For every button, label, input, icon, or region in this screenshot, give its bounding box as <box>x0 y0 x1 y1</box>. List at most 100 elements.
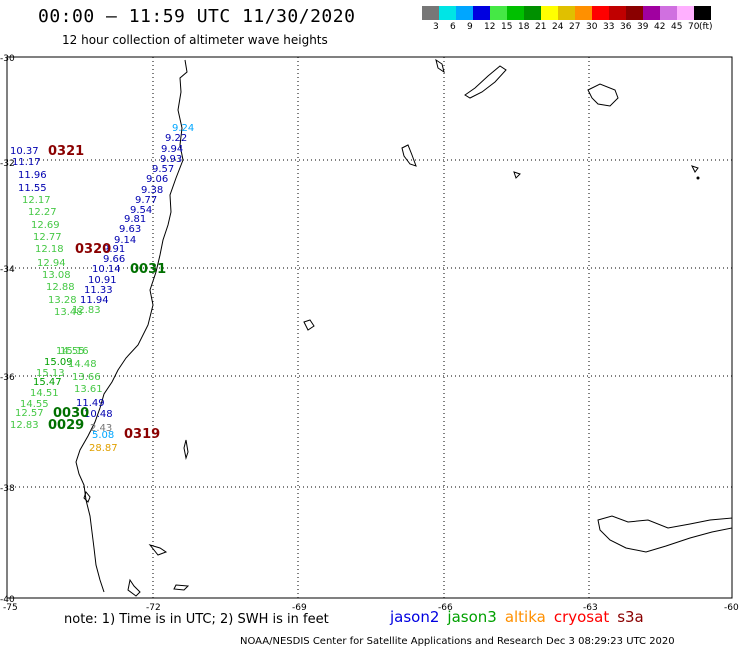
colorbar-label: 42 <box>654 22 666 32</box>
wave-height-label: 5.08 <box>92 430 114 441</box>
wave-height-label: 9.66 <box>103 254 125 265</box>
colorbar-label: 3 <box>433 22 439 32</box>
lon-label: -60 <box>724 603 739 613</box>
wave-height-label: 15.09 <box>44 357 73 368</box>
lon-label: -69 <box>292 603 307 613</box>
wave-height-label: 9.81 <box>124 214 146 225</box>
legend-item-cryosat: cryosat <box>553 608 610 626</box>
colorbar-swatch <box>626 6 643 20</box>
lon-label: -63 <box>583 603 598 613</box>
colorbar-label: 12 <box>484 22 496 32</box>
wave-height-label: 12.27 <box>28 207 57 218</box>
wave-height-label: 14.51 <box>30 388 59 399</box>
colorbar-label: 33 <box>603 22 615 32</box>
wave-height-label: 12.94 <box>37 258 66 269</box>
credit-line: NOAA/NESDIS Center for Satellite Applica… <box>240 636 675 647</box>
wave-height-label: 11.17 <box>12 157 41 168</box>
colorbar-swatch <box>490 6 507 20</box>
wave-height-label: 12.57 <box>15 408 44 419</box>
wave-height-label: 9.54 <box>130 205 152 216</box>
colorbar-label: (ft) <box>699 22 713 32</box>
wave-height-label: 11.33 <box>84 285 113 296</box>
wave-height-label: 14.48 <box>68 359 97 370</box>
island <box>401 144 417 167</box>
pass-time-label: 0320 <box>75 242 111 257</box>
lon-label: -72 <box>146 603 161 613</box>
footer-note: note: 1) Time is in UTC; 2) SWH is in fe… <box>64 612 329 627</box>
island <box>597 515 733 553</box>
colorbar-swatch <box>456 6 473 20</box>
wave-height-label: 12.77 <box>33 232 62 243</box>
wave-height-label: 12.83 <box>72 305 101 316</box>
colorbar-label: 9 <box>467 22 473 32</box>
legend-item-s3a: s3a <box>617 608 644 626</box>
colorbar-label: 36 <box>620 22 632 32</box>
colorbar-swatch <box>677 6 694 20</box>
page-title: 00:00 — 11:59 UTC 11/30/2020 <box>38 6 356 27</box>
wave-height-label: 12.18 <box>35 244 64 255</box>
wave-height-label: 11.94 <box>80 295 109 306</box>
wave-height-label: 9.24 <box>172 123 194 134</box>
wave-height-label: 12.88 <box>46 282 75 293</box>
island <box>183 439 189 460</box>
wave-height-label: 9.57 <box>152 164 174 175</box>
colorbar-label: 18 <box>518 22 530 32</box>
wave-height-label: 9.14 <box>114 235 136 246</box>
lat-label: -34 <box>0 265 15 275</box>
wave-height-label: 9.77 <box>135 195 157 206</box>
island <box>691 165 699 173</box>
colorbar-label: 45 <box>671 22 683 32</box>
wave-height-label: 13.28 <box>48 295 77 306</box>
island <box>303 319 315 331</box>
wave-height-label: 15.47 <box>33 377 62 388</box>
wave-height-label: 13.66 <box>72 372 101 383</box>
island <box>148 544 168 556</box>
legend-item-altika: altika <box>504 608 546 626</box>
wave-height-label: 13.48 <box>54 307 83 318</box>
lat-label: -36 <box>0 373 15 383</box>
island <box>173 584 190 591</box>
satellite-legend: jason2 jason3 altika cryosat s3a <box>390 608 644 626</box>
wave-height-label: 9.93 <box>160 154 182 165</box>
lat-label: -32 <box>0 159 15 169</box>
island <box>513 171 521 179</box>
colorbar <box>422 6 711 20</box>
colorbar-label: 6 <box>450 22 456 32</box>
lat-label: -30 <box>0 54 15 64</box>
wave-height-label: 15.13 <box>36 368 65 379</box>
wave-height-label: 9.94 <box>161 144 183 155</box>
colorbar-swatch <box>558 6 575 20</box>
page-subtitle: 12 hour collection of altimeter wave hei… <box>62 33 328 47</box>
colorbar-swatch <box>422 6 439 20</box>
island <box>464 65 507 99</box>
wave-height-label: 12.17 <box>22 195 51 206</box>
pass-time-label: 0031 <box>130 262 166 277</box>
wave-height-label: 11.55 <box>18 183 47 194</box>
island <box>696 176 700 180</box>
pass-time-label: 0029 <box>48 418 84 433</box>
colorbar-label: 30 <box>586 22 598 32</box>
colorbar-swatch <box>592 6 609 20</box>
wave-height-label: 2.43 <box>90 423 112 434</box>
colorbar-swatch <box>473 6 490 20</box>
colorbar-label: 15 <box>501 22 513 32</box>
colorbar-label: 24 <box>552 22 564 32</box>
pass-time-label: 0030 <box>53 406 89 421</box>
lon-label: -75 <box>3 603 18 613</box>
wave-height-label: 15.16 <box>60 346 89 357</box>
colorbar-swatch <box>439 6 456 20</box>
colorbar-swatch <box>575 6 592 20</box>
island <box>127 578 141 597</box>
colorbar-label: 70 <box>688 22 700 32</box>
pass-time-label: 0319 <box>124 427 160 442</box>
colorbar-swatch <box>609 6 626 20</box>
colorbar-swatch <box>643 6 660 20</box>
wave-height-label: 12.69 <box>31 220 60 231</box>
colorbar-label: 27 <box>569 22 581 32</box>
lat-label: -40 <box>0 595 15 605</box>
legend-item-jason2: jason2 <box>390 608 440 626</box>
colorbar-label: 39 <box>637 22 649 32</box>
wave-height-label: 14.55 <box>56 346 85 357</box>
colorbar-label: 21 <box>535 22 547 32</box>
wave-height-label: 9.06 <box>146 174 168 185</box>
